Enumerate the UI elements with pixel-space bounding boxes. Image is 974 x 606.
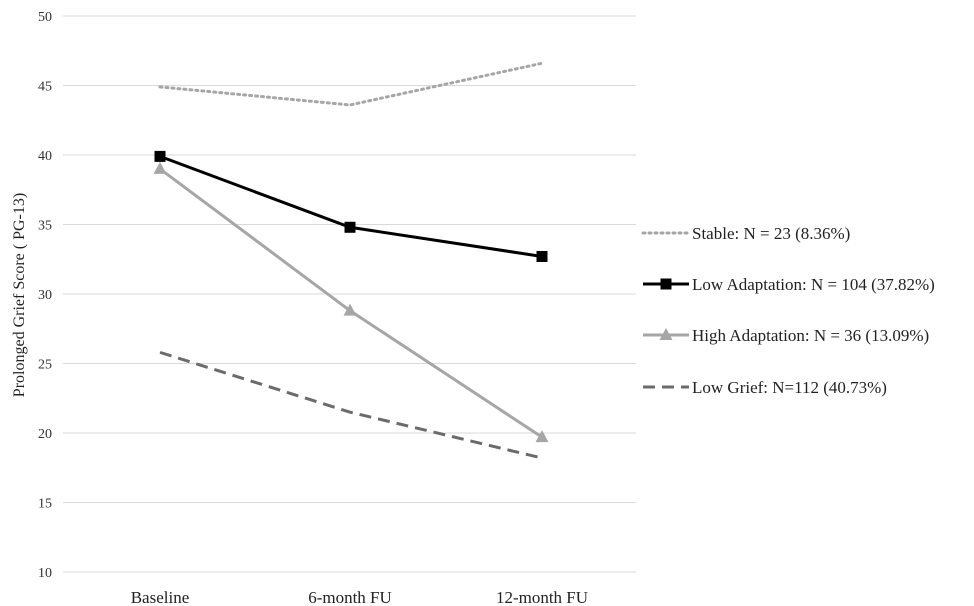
triangle-marker — [343, 303, 357, 316]
y-tick-label: 45 — [38, 80, 52, 95]
y-axis-title: Prolonged Grief Score ( PG-13) — [11, 193, 28, 397]
y-tick-label: 30 — [38, 288, 52, 303]
legend-item: Stable: N = 23 (8.36%) — [641, 224, 850, 243]
series-3 — [153, 161, 549, 443]
series-1 — [158, 61, 544, 107]
x-tick-label: 6-month FU — [308, 588, 392, 606]
y-axis-ticks: 10 15 20 25 30 35 40 45 50 — [38, 10, 52, 581]
legend-item: High Adaptation: N = 36 (13.09%) — [643, 326, 929, 345]
series-line — [158, 61, 544, 107]
y-tick-label: 50 — [38, 10, 52, 25]
square-marker — [154, 150, 166, 162]
series-2 — [154, 150, 548, 262]
legend-item: Low Adaptation: N = 104 (37.82%) — [643, 275, 935, 294]
legend-label: High Adaptation: N = 36 (13.09%) — [692, 326, 929, 345]
triangle-marker — [153, 161, 167, 174]
x-axis-ticks: Baseline 6-month FU 12-month FU — [131, 588, 588, 606]
y-tick-label: 15 — [38, 497, 52, 512]
series-line — [159, 154, 543, 258]
legend-label: Stable: N = 23 (8.36%) — [692, 224, 850, 243]
square-marker — [344, 221, 356, 233]
y-tick-label: 10 — [38, 566, 52, 581]
y-tick-label: 20 — [38, 427, 52, 442]
triangle-marker — [535, 430, 549, 443]
series-lines — [153, 61, 549, 460]
x-tick-label: 12-month FU — [496, 588, 588, 606]
square-marker — [536, 250, 548, 262]
series-4 — [159, 350, 543, 460]
x-tick-label: Baseline — [131, 588, 190, 606]
triangle-marker — [659, 328, 673, 340]
grid-lines — [63, 15, 636, 573]
square-marker — [660, 278, 672, 290]
y-tick-label: 25 — [38, 358, 52, 373]
y-tick-label: 40 — [38, 149, 52, 164]
legend-item: Low Grief: N=112 (40.73%) — [643, 378, 887, 397]
series-line — [159, 350, 543, 460]
legend: Stable: N = 23 (8.36%) Low Adaptation: N … — [641, 224, 935, 397]
legend-label: Low Adaptation: N = 104 (37.82%) — [692, 275, 935, 294]
y-tick-label: 35 — [38, 219, 52, 234]
legend-label: Low Grief: N=112 (40.73%) — [692, 378, 887, 397]
series-line — [159, 167, 543, 439]
